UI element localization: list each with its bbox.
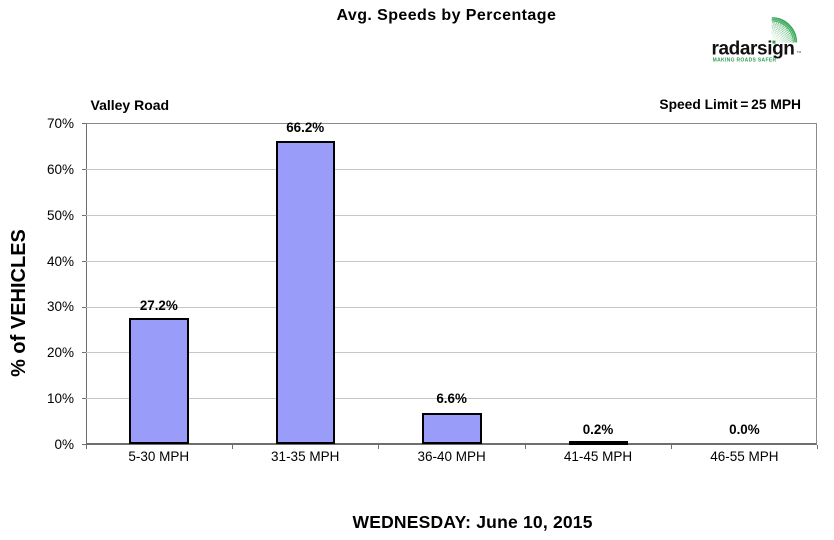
svg-text:MAKING ROADS SAFER: MAKING ROADS SAFER bbox=[713, 58, 777, 64]
svg-text:radarsign: radarsign bbox=[712, 39, 795, 60]
svg-text:TM: TM bbox=[797, 50, 802, 54]
